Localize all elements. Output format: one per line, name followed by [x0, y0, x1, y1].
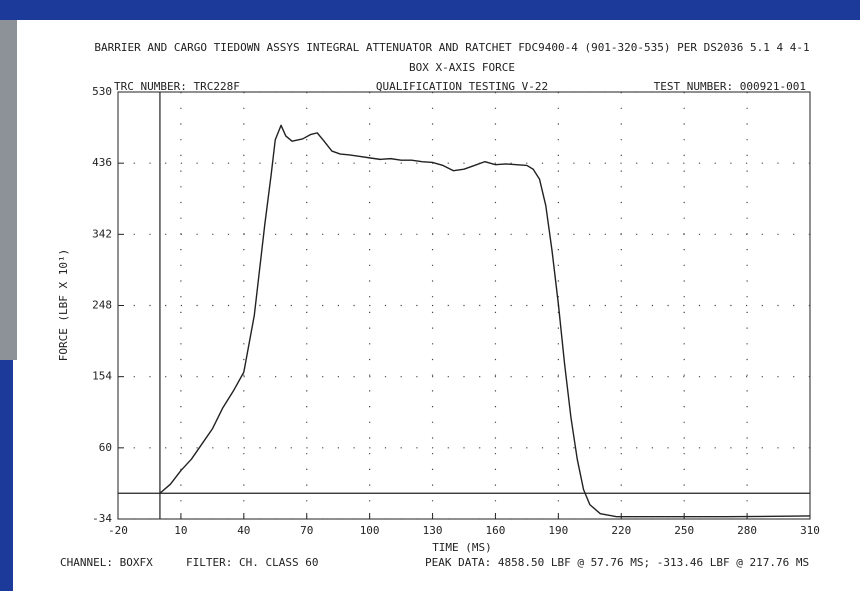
y-axis-label: FORCE (LBF X 10¹) [57, 249, 70, 362]
x-tick-label: -20 [108, 524, 128, 537]
force-curve [159, 124, 811, 518]
y-tick-label: 60 [99, 441, 112, 454]
x-tick-label: 220 [611, 524, 631, 537]
footer-filter: FILTER: CH. CLASS 60 [186, 556, 318, 569]
slide-top-bar [0, 0, 860, 20]
x-tick-label: 160 [486, 524, 506, 537]
x-axis-label: TIME (MS) [432, 541, 492, 554]
y-tick-label: -34 [92, 512, 112, 525]
x-tick-label: 10 [174, 524, 187, 537]
x-tick-label: 130 [423, 524, 443, 537]
y-tick-label: 248 [92, 299, 112, 312]
y-tick-label: 154 [92, 370, 112, 383]
x-tick-label: 190 [548, 524, 568, 537]
footer-channel: CHANNEL: BOXFX [60, 556, 153, 569]
x-tick-label: 100 [360, 524, 380, 537]
y-tick-label: 530 [92, 85, 112, 98]
header-left: TRC NUMBER: TRC228F [114, 80, 240, 93]
x-tick-label: 250 [674, 524, 694, 537]
x-tick-label: 70 [300, 524, 313, 537]
x-tick-label: 280 [737, 524, 757, 537]
slide-photo-edge [0, 20, 17, 360]
y-tick-label: 342 [92, 227, 112, 240]
footer-peak: PEAK DATA: 4858.50 LBF @ 57.76 MS; -313.… [425, 556, 809, 569]
x-tick-label: 40 [237, 524, 250, 537]
chart-title: BARRIER AND CARGO TIEDOWN ASSYS INTEGRAL… [94, 41, 809, 54]
header-right: TEST NUMBER: 000921-001 [654, 80, 806, 93]
x-tick-label: 310 [800, 524, 820, 537]
chart-subtitle: BOX X-AXIS FORCE [409, 61, 515, 74]
header-center: QUALIFICATION TESTING V-22 [376, 80, 548, 93]
slide-left-bar [0, 360, 13, 591]
y-tick-label: 436 [92, 156, 112, 169]
